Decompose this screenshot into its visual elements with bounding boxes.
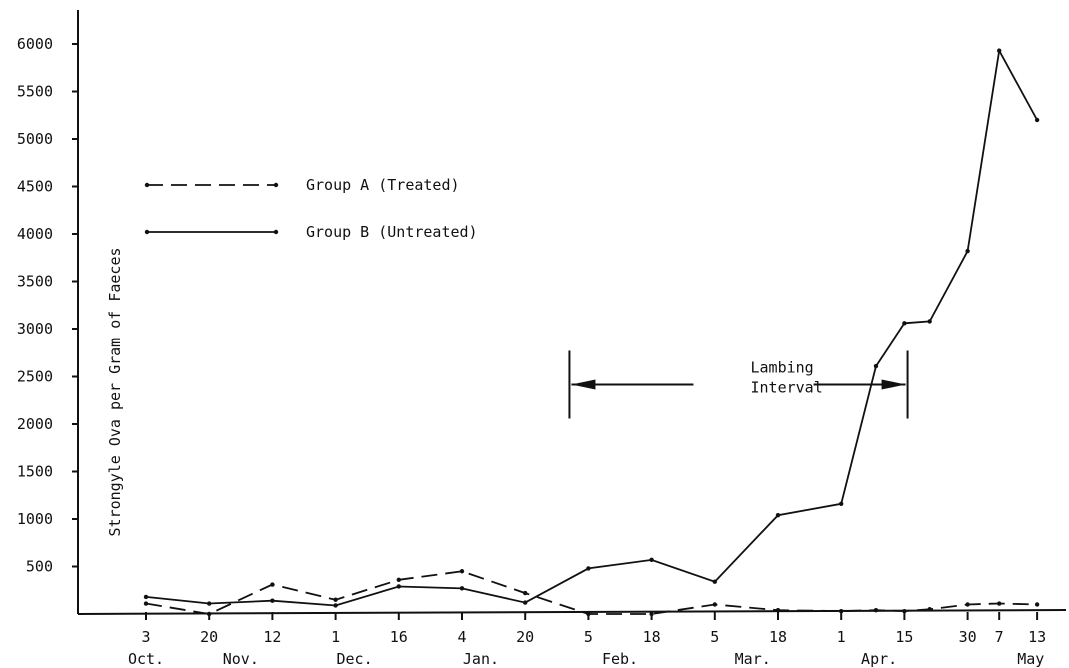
x-tick-label: 13 [1028, 628, 1046, 646]
y-ticks: 500 1000 1500 2000 2500 3000 3500 4000 4500 5000 5… [17, 35, 78, 576]
y-tick-label: 6000 [17, 35, 53, 53]
data-point-group-a [207, 611, 212, 617]
x-tick-label: 12 [263, 628, 281, 646]
data-point-group-a [927, 607, 932, 612]
legend: Group A (Treated) Group B (Untreated) [144, 176, 478, 241]
legend-marker [273, 229, 279, 235]
month-labels: Oct. Nov. Dec. Jan. Feb. Mar. Apr. May [128, 650, 1044, 668]
data-point-group-a [396, 577, 401, 582]
data-point-group-b [902, 321, 907, 326]
x-tick-label: 7 [995, 628, 1004, 646]
data-point-group-a [965, 602, 970, 607]
data-point-group-b [396, 584, 401, 589]
y-axis-label-group: Strongyle Ova per Gram of Faeces [106, 248, 124, 537]
data-point-group-a [839, 608, 844, 614]
series [143, 47, 1040, 617]
x-tick-label: 18 [769, 628, 787, 646]
month-label: Jan. [463, 650, 499, 668]
x-tick-label: 1 [331, 628, 340, 646]
y-tick-label: 500 [26, 558, 53, 576]
data-point-group-a [270, 582, 275, 587]
y-tick-label: 4500 [17, 178, 53, 196]
legend-label: Group A (Treated) [306, 176, 460, 194]
data-point-group-a [523, 590, 528, 596]
data-point-group-b [270, 598, 275, 603]
x-tick-label: 5 [710, 628, 719, 646]
data-point-group-b [775, 513, 781, 518]
data-point-group-b [143, 594, 149, 600]
data-point-group-b [523, 600, 528, 605]
series-line-group-b [145, 47, 1038, 607]
x-tick-label: 20 [516, 628, 534, 646]
month-label: Feb. [602, 650, 638, 668]
x-tick-label: 1 [837, 628, 846, 646]
x-ticks: 3 20 12 1 16 4 20 5 18 5 18 1 15 30 7 13 [141, 612, 1046, 646]
month-label: Oct. [128, 650, 164, 668]
x-tick-label: 18 [643, 628, 661, 646]
data-point-group-a [333, 597, 338, 602]
y-tick-label: 2000 [17, 415, 53, 433]
interval-arrowhead-right [881, 379, 906, 390]
interval-label: Lambing [751, 359, 814, 377]
data-point-group-a [997, 601, 1002, 606]
y-tick-label: 5500 [17, 83, 53, 101]
lambing-interval-annotation: Lambing Interval [568, 350, 909, 419]
month-label: Mar. [735, 650, 771, 668]
data-point-group-b [459, 586, 465, 591]
legend-marker [273, 182, 279, 188]
y-tick-label: 3500 [17, 273, 53, 291]
data-point-group-b [333, 603, 338, 608]
x-tick-label: 5 [584, 628, 593, 646]
y-axis-label: Strongyle Ova per Gram of Faeces [106, 248, 124, 537]
month-label: Apr. [861, 650, 897, 668]
y-tick-label: 5000 [17, 130, 53, 148]
data-point-group-a [775, 608, 781, 613]
data-point-group-a [143, 601, 149, 606]
x-tick-label: 30 [959, 628, 977, 646]
x-tick-label: 3 [141, 628, 150, 646]
data-point-group-a [712, 602, 717, 607]
data-point-group-b [839, 501, 844, 506]
month-label: Dec. [336, 650, 372, 668]
data-point-group-a [873, 608, 879, 613]
axes [77, 10, 1067, 615]
month-label: May [1017, 650, 1044, 668]
x-tick-label: 16 [390, 628, 408, 646]
data-point-group-a [1034, 602, 1040, 607]
data-point-group-b [586, 566, 591, 571]
interval-label: Interval [751, 379, 823, 397]
data-point-group-b [927, 319, 932, 324]
data-point-group-b [712, 579, 717, 584]
y-tick-label: 1500 [17, 463, 53, 481]
y-tick-label: 4000 [17, 225, 53, 243]
month-label: Nov. [223, 650, 259, 668]
legend-marker [144, 182, 150, 188]
legend-marker [144, 229, 150, 235]
x-tick-label: 15 [895, 628, 913, 646]
data-point-group-b [207, 601, 212, 606]
y-tick-label: 1000 [17, 510, 53, 528]
data-point-group-a [459, 569, 465, 574]
interval-arrowhead-left [571, 379, 596, 390]
data-point-group-a [586, 611, 591, 617]
data-point-group-b [873, 363, 879, 369]
series-line-group-a [145, 570, 1038, 615]
x-tick-label: 20 [200, 628, 218, 646]
data-point-group-b [1034, 117, 1040, 123]
data-point-group-a [649, 611, 654, 617]
data-point-group-b [997, 48, 1002, 53]
x-tick-label: 4 [457, 628, 466, 646]
data-point-group-b [965, 248, 970, 254]
y-tick-label: 3000 [17, 320, 53, 338]
data-point-group-b [649, 557, 654, 563]
data-point-group-a [902, 608, 907, 614]
legend-label: Group B (Untreated) [306, 223, 478, 241]
y-tick-label: 2500 [17, 368, 53, 386]
